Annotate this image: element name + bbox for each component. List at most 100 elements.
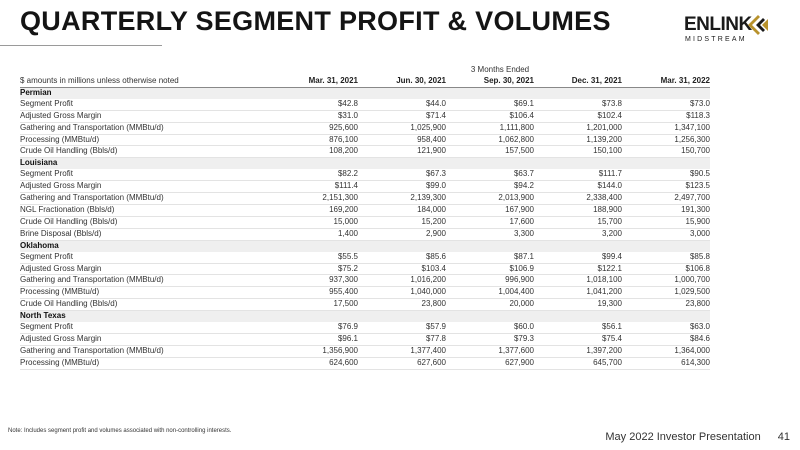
table-cell: 624,600 xyxy=(270,357,358,370)
row-label: Segment Profit xyxy=(20,169,270,182)
table-cell: 188,900 xyxy=(534,204,622,217)
footnote: Note: Includes segment profit and volume… xyxy=(8,428,232,434)
table-row: Processing (MMBtu/d) 876,100 958,400 1,062,… xyxy=(20,134,710,147)
table-cell: 1,111,800 xyxy=(446,122,534,135)
table-cell: 1,004,400 xyxy=(446,286,534,300)
table-cell: 1,347,100 xyxy=(622,122,710,135)
table-cell: $99.0 xyxy=(358,180,446,194)
table-cell: $85.6 xyxy=(358,251,446,264)
row-label: Adjusted Gross Margin xyxy=(20,333,270,346)
table-cell: $106.9 xyxy=(446,263,534,276)
table-cell: $67.3 xyxy=(358,169,446,182)
section-row: Permian xyxy=(20,87,710,99)
section-row: Louisiana xyxy=(20,157,710,170)
row-label: Segment Profit xyxy=(20,98,270,111)
table-cell: 1,364,000 xyxy=(622,345,710,358)
table-cell: $106.8 xyxy=(622,263,710,276)
row-label: Segment Profit xyxy=(20,251,270,264)
table-cell: 1,256,300 xyxy=(622,134,710,147)
table-cell: 15,000 xyxy=(270,216,358,229)
row-label: Gathering and Transportation (MMBtu/d) xyxy=(20,192,270,205)
table-cell: $85.8 xyxy=(622,251,710,264)
table-cell: 1,397,200 xyxy=(534,345,622,358)
table-cell: $122.1 xyxy=(534,263,622,276)
table-cell: 1,139,200 xyxy=(534,134,622,147)
table-cell: $63.0 xyxy=(622,322,710,334)
table-row: Segment Profit $42.8 $44.0 $69.1 $73.8 $73.0 xyxy=(20,98,710,111)
table-cell: 108,200 xyxy=(270,145,358,159)
table-body: Permian Segment Profit $42.8 $44.0 $69.1 $73.… xyxy=(20,87,710,370)
title-underline xyxy=(0,45,162,46)
table-cell: 3,300 xyxy=(446,228,534,241)
table-cell: $106.4 xyxy=(446,110,534,123)
table-cell: 627,900 xyxy=(446,357,534,370)
table-cell: 20,000 xyxy=(446,298,534,312)
table-cell: 191,300 xyxy=(622,204,710,217)
logo-wordmark: ENLINK xyxy=(684,14,752,35)
table-cell: $55.5 xyxy=(270,251,358,264)
period-header: 3 Months Ended xyxy=(20,64,710,76)
table-cell: 1,000,700 xyxy=(622,274,710,288)
table-cell: 614,300 xyxy=(622,357,710,370)
table-cell: $60.0 xyxy=(446,322,534,334)
table-cell: $144.0 xyxy=(534,180,622,194)
table-row: Adjusted Gross Margin $111.4 $99.0 $94.2 $14… xyxy=(20,180,710,194)
row-label: Adjusted Gross Margin xyxy=(20,110,270,123)
table-cell: 150,100 xyxy=(534,145,622,159)
table-cell: 1,201,000 xyxy=(534,122,622,135)
period-label: 3 Months Ended xyxy=(470,65,530,74)
column-header: Sep. 30, 2021 xyxy=(446,76,534,88)
table-cell: 150,700 xyxy=(622,145,710,159)
table-row: Gathering and Transportation (MMBtu/d) 1,… xyxy=(20,345,710,358)
table-header-row: $ amounts in millions unless otherwise n… xyxy=(20,76,710,88)
enlink-logo: ENLINK MIDSTREAM xyxy=(684,12,770,48)
table-cell: 19,300 xyxy=(534,298,622,312)
table-row: Gathering and Transportation (MMBtu/d) 2,… xyxy=(20,192,710,205)
table-cell: 121,900 xyxy=(358,145,446,159)
table-row: Brine Disposal (Bbls/d) 1,400 2,900 3,300 3,… xyxy=(20,228,710,241)
row-label: Processing (MMBtu/d) xyxy=(20,286,270,300)
table-row: Crude Oil Handling (Bbls/d) 108,200 121,90… xyxy=(20,145,710,159)
table-cell: $31.0 xyxy=(270,110,358,123)
table-cell: $63.7 xyxy=(446,169,534,182)
table-cell: 2,900 xyxy=(358,228,446,241)
table-cell: 955,400 xyxy=(270,286,358,300)
table-cell: 925,600 xyxy=(270,122,358,135)
table-cell: $73.0 xyxy=(622,98,710,111)
table-cell: 169,200 xyxy=(270,204,358,217)
table-cell: 1,025,900 xyxy=(358,122,446,135)
table-row: Crude Oil Handling (Bbls/d) 17,500 23,800 2… xyxy=(20,298,710,312)
logo-subtitle: MIDSTREAM xyxy=(685,36,747,43)
table-row: NGL Fractionation (Bbls/d) 169,200 184,000… xyxy=(20,204,710,217)
table-row: Processing (MMBtu/d) 624,600 627,600 627,90… xyxy=(20,357,710,370)
table-cell: 157,500 xyxy=(446,145,534,159)
page-number: 41 xyxy=(777,431,790,443)
table-cell: 1,041,200 xyxy=(534,286,622,300)
row-label: Adjusted Gross Margin xyxy=(20,180,270,194)
table-cell: 1,040,000 xyxy=(358,286,446,300)
row-label: Processing (MMBtu/d) xyxy=(20,357,270,370)
table-cell: $44.0 xyxy=(358,98,446,111)
table-cell: $69.1 xyxy=(446,98,534,111)
table-cell: $111.7 xyxy=(534,169,622,182)
row-label: Crude Oil Handling (Bbls/d) xyxy=(20,298,270,312)
table-cell: $87.1 xyxy=(446,251,534,264)
presentation-name: May 2022 Investor Presentation xyxy=(605,431,761,443)
table-cell: $77.8 xyxy=(358,333,446,346)
table-cell: $42.8 xyxy=(270,98,358,111)
row-label: Gathering and Transportation (MMBtu/d) xyxy=(20,345,270,358)
column-header: Jun. 30, 2021 xyxy=(358,76,446,88)
row-label: Crude Oil Handling (Bbls/d) xyxy=(20,216,270,229)
table-cell: $84.6 xyxy=(622,333,710,346)
section-row: Oklahoma xyxy=(20,240,710,252)
footer: May 2022 Investor Presentation 41 xyxy=(605,431,790,443)
section-heading: Louisiana xyxy=(20,157,710,170)
table-row: Segment Profit $76.9 $57.9 $60.0 $56.1 $63.0 xyxy=(20,322,710,334)
table-cell: $71.4 xyxy=(358,110,446,123)
table-cell: $118.3 xyxy=(622,110,710,123)
table-cell: 1,356,900 xyxy=(270,345,358,358)
table-cell: 184,000 xyxy=(358,204,446,217)
segment-data-table: $ amounts in millions unless otherwise n… xyxy=(20,76,710,370)
table-cell: 627,600 xyxy=(358,357,446,370)
table-cell: 23,800 xyxy=(622,298,710,312)
